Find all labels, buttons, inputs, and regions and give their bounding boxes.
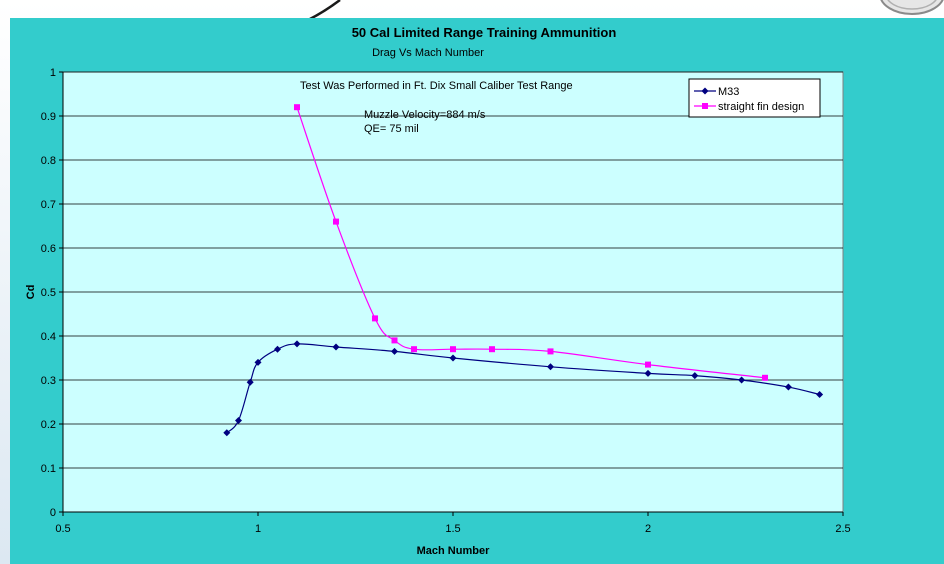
chart-subtitle: Drag Vs Mach Number [372, 47, 484, 59]
data-point-straight-fin-design [762, 374, 768, 381]
y-tick-label: 0.8 [41, 155, 56, 167]
legend-marker-m33 [701, 87, 709, 95]
data-point-straight-fin-design [450, 346, 456, 353]
y-tick-label: 0.2 [41, 419, 56, 431]
axes [59, 71, 844, 516]
legend-marker-straight-fin-design [702, 103, 708, 109]
data-point-m33 [547, 363, 554, 371]
data-point-straight-fin-design [391, 337, 398, 344]
legend-items: M33 straight fin design [694, 86, 804, 113]
data-point-m33 [246, 378, 254, 386]
x-axis-label: Mach Number [417, 545, 490, 557]
data-point-m33 [738, 376, 746, 384]
legend: M33 straight fin design [688, 78, 821, 118]
y-axis-label: Cd [25, 285, 37, 300]
x-tick-label: 2 [645, 523, 651, 535]
data-point-m33 [332, 343, 340, 351]
data-point-m33 [293, 340, 301, 348]
y-tick-label: 0.3 [41, 375, 56, 387]
data-point-straight-fin-design [333, 218, 339, 225]
data-point-m33 [784, 383, 792, 391]
data-point-straight-fin-design [411, 346, 417, 353]
data-point-straight-fin-design [372, 315, 378, 322]
data-point-m33 [254, 358, 262, 366]
x-tick-label: 0.5 [55, 523, 70, 535]
annotation-muzzle-velocity: Muzzle Velocity=884 m/s [364, 109, 486, 121]
tick-labels: 0 0.1 0.2 0.3 0.4 0.5 0.6 0.7 0.8 0.9 1 0.5 1 1.5 2 2.5 [41, 67, 851, 535]
y-tick-label: 0.5 [41, 287, 56, 299]
series-line-m33 [226, 343, 820, 434]
data-point-straight-fin-design [294, 104, 300, 111]
y-tick-label: 0.6 [41, 243, 56, 255]
legend-box [688, 78, 821, 118]
logo-seal [880, 0, 944, 15]
data-point-m33 [391, 347, 398, 355]
y-tick-label: 0.1 [41, 463, 56, 475]
data-point-m33 [644, 369, 652, 377]
x-tick-label: 1 [255, 523, 261, 535]
y-tick-label: 0.4 [41, 331, 56, 343]
chart-title: 50 Cal Limited Range Training Ammunition [352, 25, 617, 40]
x-tick-label: 1.5 [445, 523, 460, 535]
data-point-m33 [691, 372, 699, 380]
y-tick-label: 1 [50, 67, 56, 79]
data-point-m33 [816, 391, 824, 399]
data-point-straight-fin-design [489, 346, 495, 353]
data-point-m33 [223, 429, 231, 437]
y-tick-label: 0 [50, 507, 56, 519]
legend-label-m33: M33 [718, 86, 739, 98]
y-tick-label: 0.9 [41, 111, 56, 123]
data-point-straight-fin-design [547, 348, 554, 355]
data-point-m33 [449, 354, 457, 362]
legend-label-straight-fin-design: straight fin design [718, 101, 804, 113]
series-lines [226, 107, 820, 434]
annotation-test-range: Test Was Performed in Ft. Dix Small Cali… [300, 80, 573, 92]
data-point-m33 [235, 416, 242, 424]
series-line-straight-fin-design [296, 107, 766, 379]
data-point-straight-fin-design [645, 361, 651, 368]
annotation-qe: QE= 75 mil [364, 123, 419, 135]
data-point-m33 [274, 345, 281, 353]
y-tick-label: 0.7 [41, 199, 56, 211]
series-markers [223, 104, 824, 437]
grid-lines [63, 71, 843, 469]
x-tick-label: 2.5 [835, 523, 850, 535]
